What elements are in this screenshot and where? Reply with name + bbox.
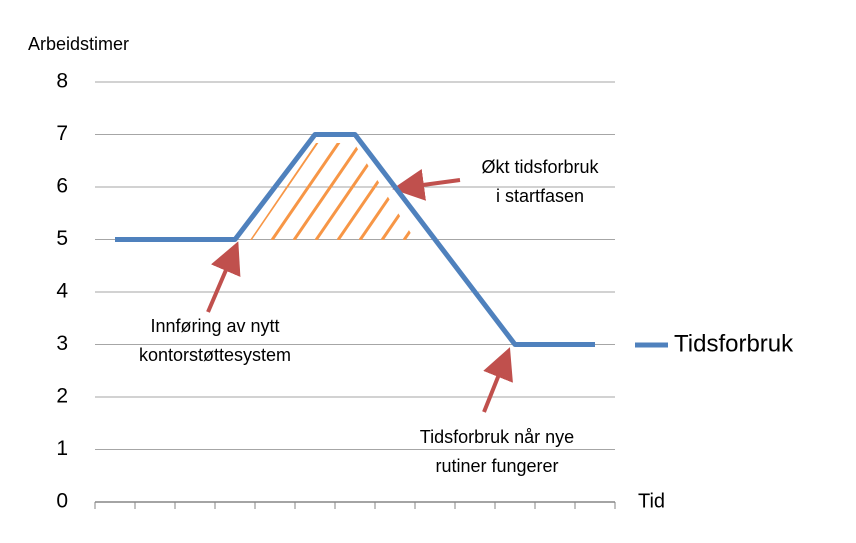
y-axis-label: Arbeidstimer	[28, 34, 129, 54]
annotation: i startfasen	[496, 186, 584, 206]
y-tick-label: 7	[56, 122, 68, 145]
y-tick-label: 1	[56, 437, 68, 460]
y-tick-label: 2	[56, 385, 68, 408]
annotation: rutiner fungerer	[435, 456, 558, 476]
y-tick-label: 8	[56, 70, 68, 93]
data-line	[115, 132, 595, 347]
arrows	[206, 169, 513, 413]
y-tick-label: 6	[56, 175, 68, 198]
annotation: Økt tidsforbruk	[481, 157, 599, 177]
annotation: Tidsforbruk når nye	[420, 427, 574, 447]
y-tick-label: 0	[56, 490, 68, 513]
y-tick-label: 4	[56, 280, 68, 303]
y-tick-label: 5	[56, 227, 68, 250]
legend-label: Tidsforbruk	[674, 330, 794, 357]
x-axis-label: Tid	[638, 490, 665, 512]
annotation: Innføring av nytt	[150, 316, 279, 336]
y-tick-label: 3	[56, 332, 68, 355]
annotation: kontorstøttesystem	[139, 345, 291, 365]
